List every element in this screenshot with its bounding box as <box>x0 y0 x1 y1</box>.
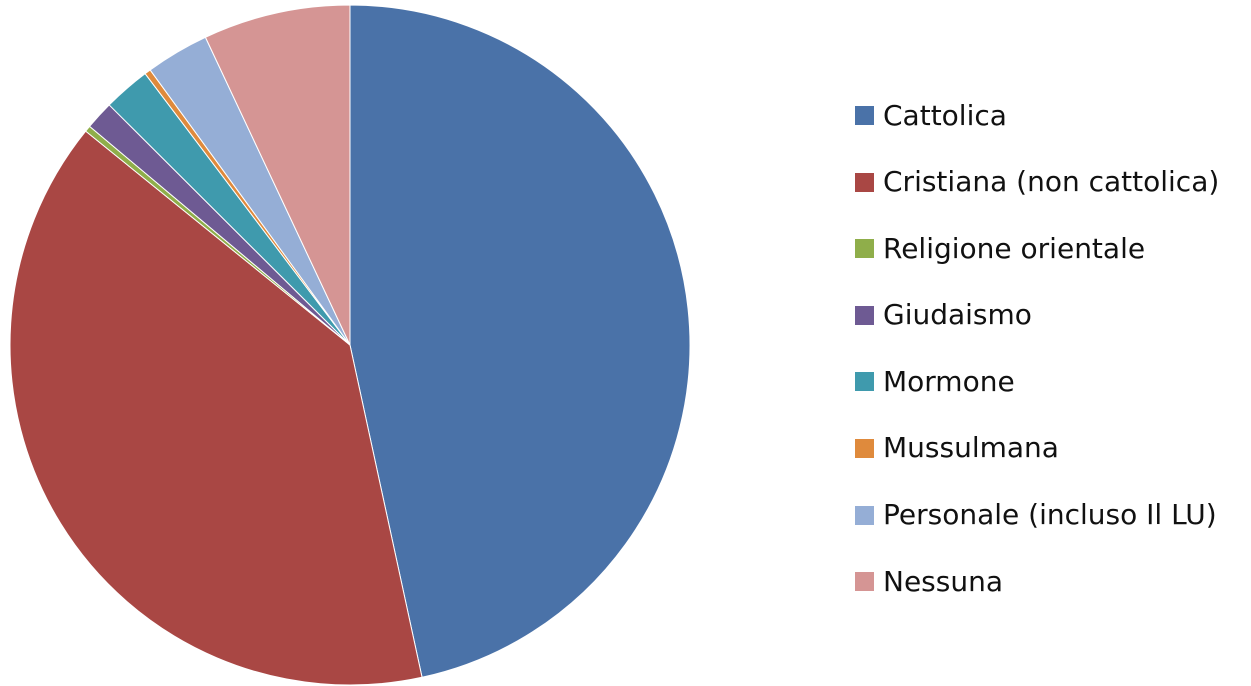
legend-swatch <box>855 438 874 458</box>
legend-swatch <box>855 239 874 259</box>
pie-slice-cattolica <box>349 4 691 678</box>
legend-swatch <box>855 505 874 525</box>
legend-label: Mormone <box>883 364 1015 398</box>
legend-label: Personale (incluso Il LU) <box>883 498 1217 532</box>
legend-item: Mormone <box>855 359 1251 404</box>
legend-item: Cattolica <box>855 93 1251 138</box>
legend: Cattolica Cristiana (non cattolica) Religi… <box>855 93 1251 626</box>
legend-label: Religione orientale <box>883 231 1146 265</box>
legend-label: Cristiana (non cattolica) <box>883 165 1220 199</box>
legend-label: Cattolica <box>883 98 1007 132</box>
legend-item: Giudaismo <box>855 293 1251 338</box>
legend-item: Religione orientale <box>855 226 1251 271</box>
legend-swatch <box>855 305 874 325</box>
pie-plot <box>9 4 691 686</box>
legend-item: Nessuna <box>855 559 1251 604</box>
legend-label: Nessuna <box>883 564 1003 598</box>
legend-label: Giudaismo <box>883 298 1032 332</box>
legend-swatch <box>855 372 874 392</box>
pie-slice-nessuna <box>204 4 351 346</box>
legend-swatch <box>855 172 874 192</box>
legend-swatch <box>855 572 874 592</box>
legend-item: Personale (incluso Il LU) <box>855 493 1251 538</box>
legend-item: Cristiana (non cattolica) <box>855 160 1251 205</box>
legend-item: Mussulmana <box>855 426 1251 471</box>
legend-label: Mussulmana <box>883 431 1059 465</box>
legend-swatch <box>855 106 874 125</box>
pie-slice-cristiana-non-cattolica <box>9 130 423 686</box>
